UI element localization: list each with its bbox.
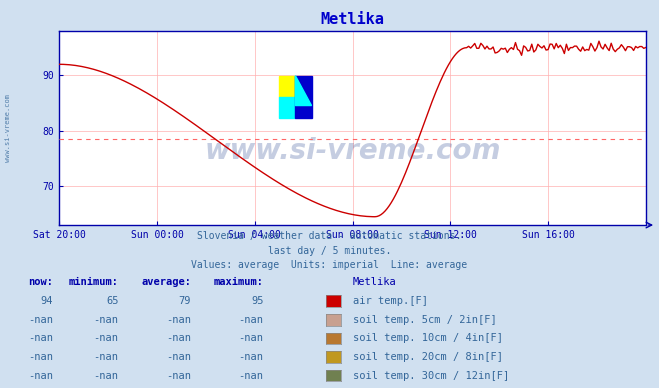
Text: Values: average  Units: imperial  Line: average: Values: average Units: imperial Line: av…: [191, 260, 468, 270]
Text: -nan: -nan: [28, 333, 53, 343]
Text: -nan: -nan: [28, 315, 53, 325]
Text: -nan: -nan: [28, 371, 53, 381]
Text: 94: 94: [40, 296, 53, 306]
Text: soil temp. 5cm / 2in[F]: soil temp. 5cm / 2in[F]: [353, 315, 496, 325]
Text: 95: 95: [251, 296, 264, 306]
Bar: [279, 76, 295, 97]
Text: -nan: -nan: [239, 371, 264, 381]
Text: -nan: -nan: [166, 315, 191, 325]
Text: soil temp. 20cm / 8in[F]: soil temp. 20cm / 8in[F]: [353, 352, 503, 362]
Text: last day / 5 minutes.: last day / 5 minutes.: [268, 246, 391, 256]
Text: 65: 65: [106, 296, 119, 306]
Text: minimum:: minimum:: [69, 277, 119, 288]
Polygon shape: [295, 76, 312, 106]
Bar: [279, 97, 295, 118]
Text: Slovenia / weather data - automatic stations.: Slovenia / weather data - automatic stat…: [197, 231, 462, 241]
Text: -nan: -nan: [166, 352, 191, 362]
Bar: [295, 76, 312, 118]
Title: Metlika: Metlika: [321, 12, 384, 27]
Text: -nan: -nan: [28, 352, 53, 362]
Text: now:: now:: [28, 277, 53, 288]
Text: Metlika: Metlika: [353, 277, 396, 288]
Text: -nan: -nan: [166, 371, 191, 381]
Text: -nan: -nan: [239, 333, 264, 343]
Text: -nan: -nan: [94, 315, 119, 325]
Text: air temp.[F]: air temp.[F]: [353, 296, 428, 306]
Text: average:: average:: [141, 277, 191, 288]
Text: -nan: -nan: [239, 315, 264, 325]
Text: -nan: -nan: [94, 333, 119, 343]
Text: soil temp. 10cm / 4in[F]: soil temp. 10cm / 4in[F]: [353, 333, 503, 343]
Text: -nan: -nan: [239, 352, 264, 362]
Text: www.si-vreme.com: www.si-vreme.com: [5, 94, 11, 162]
Text: -nan: -nan: [94, 371, 119, 381]
Text: maximum:: maximum:: [214, 277, 264, 288]
Text: www.si-vreme.com: www.si-vreme.com: [204, 137, 501, 165]
Text: -nan: -nan: [166, 333, 191, 343]
Text: 79: 79: [179, 296, 191, 306]
Text: -nan: -nan: [94, 352, 119, 362]
Text: soil temp. 30cm / 12in[F]: soil temp. 30cm / 12in[F]: [353, 371, 509, 381]
